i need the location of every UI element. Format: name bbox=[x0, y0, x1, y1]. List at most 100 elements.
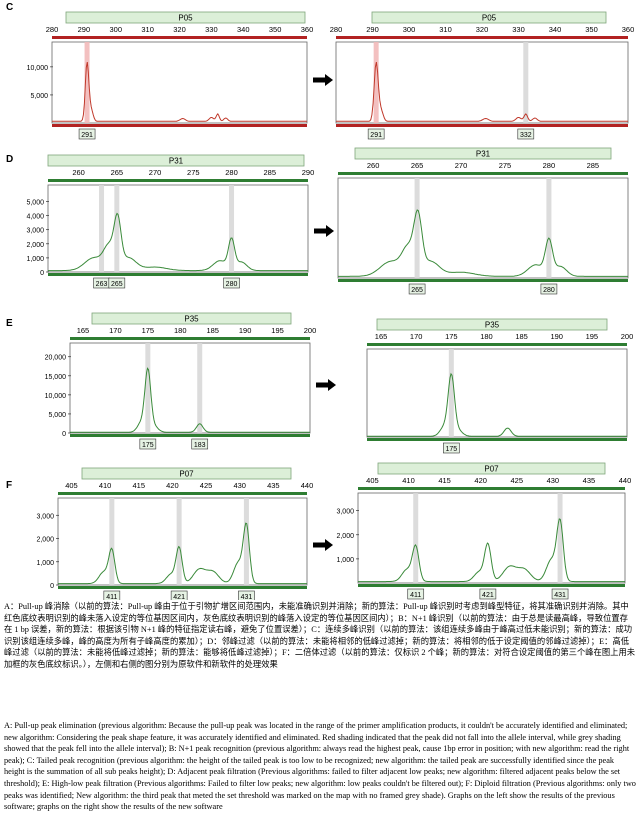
x-tick-label: 290 bbox=[78, 25, 91, 34]
chart-section-d: D P31 260 265 270 275 280 285 290 5,000 4,000 3,000… bbox=[6, 147, 629, 295]
allele-label-box bbox=[443, 442, 460, 454]
arrow-shaft bbox=[313, 77, 325, 83]
marker-header-bar bbox=[65, 11, 306, 24]
allele-bin-grey bbox=[109, 498, 115, 585]
transition-arrow bbox=[313, 539, 333, 551]
caption-english-text: A: Pull-up peak elimination (previous al… bbox=[4, 721, 636, 812]
allele-bin-grey bbox=[448, 349, 454, 437]
bin-strip-top bbox=[336, 36, 628, 39]
bin-strip-bottom bbox=[58, 586, 307, 589]
allele-bin-red bbox=[373, 42, 379, 123]
y-tick-label: 3,000 bbox=[26, 228, 44, 235]
allele-label: 291 bbox=[81, 132, 93, 139]
bin-strip-top bbox=[70, 337, 310, 340]
arrow-shaft bbox=[313, 542, 325, 548]
signal-trace bbox=[48, 212, 308, 272]
marker-name: P05 bbox=[482, 14, 497, 23]
x-tick-label: 275 bbox=[187, 168, 200, 177]
allele-label-box bbox=[551, 588, 569, 600]
x-tick-label: 175 bbox=[142, 326, 155, 335]
x-tick-label: 275 bbox=[499, 161, 512, 170]
x-tick-label: 425 bbox=[510, 476, 523, 485]
x-tick-label: 430 bbox=[233, 481, 246, 490]
allele-label: 265 bbox=[111, 281, 123, 288]
y-tick-label: 0 bbox=[40, 270, 44, 277]
allele-label: 175 bbox=[445, 446, 457, 453]
caption-chinese-text: A：Pull-up 峰消除（以前的算法：Pull-up 峰由于位于引物扩增区间范… bbox=[4, 602, 636, 669]
allele-label: 411 bbox=[106, 594, 117, 600]
x-tick-label: 260 bbox=[367, 161, 380, 170]
arrow-shaft bbox=[316, 382, 328, 388]
x-tick-label: 415 bbox=[438, 476, 451, 485]
x-tick-label: 425 bbox=[200, 481, 213, 490]
bin-strip-top bbox=[52, 36, 307, 39]
arrow-head bbox=[326, 225, 334, 237]
bin-strip-top bbox=[358, 487, 625, 490]
marker-name: P07 bbox=[484, 465, 499, 474]
y-tick-label: 15,000 bbox=[45, 374, 67, 381]
chart-section-f: F P07 405 410 415 420 425 430 435 440 3,000 2,000 1,… bbox=[6, 462, 632, 600]
allele-label-box bbox=[78, 128, 96, 140]
signal-trace bbox=[338, 209, 628, 277]
x-tick-label: 285 bbox=[587, 161, 600, 170]
allele-bin-grey bbox=[414, 178, 420, 278]
section-label: D bbox=[6, 154, 13, 165]
marker-name: P31 bbox=[476, 150, 491, 159]
plot-frame bbox=[47, 184, 309, 273]
marker-name: P35 bbox=[184, 315, 199, 324]
allele-label-box bbox=[103, 590, 121, 600]
allele-label-box bbox=[191, 438, 209, 450]
allele-label-box bbox=[223, 277, 240, 289]
allele-label: 421 bbox=[482, 592, 494, 599]
section-label: C bbox=[6, 2, 13, 13]
x-tick-label: 435 bbox=[583, 476, 596, 485]
bin-strip-top bbox=[58, 492, 307, 495]
marker-header-bar bbox=[376, 318, 608, 331]
x-tick-label: 270 bbox=[149, 168, 162, 177]
x-tick-label: 350 bbox=[269, 25, 282, 34]
allele-label-box bbox=[479, 588, 497, 600]
allele-bin-grey bbox=[99, 185, 105, 272]
x-tick-label: 185 bbox=[515, 332, 528, 341]
marker-header-bar bbox=[377, 462, 606, 475]
x-tick-label: 435 bbox=[267, 481, 280, 490]
allele-label-box bbox=[170, 590, 188, 600]
x-tick-label: 280 bbox=[330, 25, 343, 34]
arrow-head bbox=[325, 539, 333, 551]
allele-label: 263 bbox=[96, 281, 108, 288]
allele-bin-grey bbox=[557, 493, 563, 583]
signal-trace bbox=[367, 372, 627, 437]
transition-arrow bbox=[316, 379, 336, 391]
y-tick-label: 10,000 bbox=[27, 65, 49, 72]
allele-bin-grey bbox=[114, 185, 120, 272]
x-tick-label: 170 bbox=[109, 326, 122, 335]
x-tick-label: 330 bbox=[205, 25, 218, 34]
x-tick-label: 440 bbox=[619, 476, 632, 485]
x-tick-label: 195 bbox=[271, 326, 284, 335]
marker-header-bar bbox=[354, 147, 612, 160]
y-tick-label: 3,000 bbox=[36, 513, 54, 520]
y-tick-label: 5,000 bbox=[48, 412, 66, 419]
y-tick-label: 3,000 bbox=[336, 509, 354, 516]
y-tick-label: 2,000 bbox=[26, 242, 44, 249]
chart-panel-right: P07 405 410 415 420 425 430 435 440 3,000 2,000 1,0… bbox=[336, 462, 632, 600]
chart-section-e: E P35 165 170 175 180 185 190 195 200 20,000 15,000… bbox=[6, 312, 633, 454]
allele-label-box bbox=[238, 590, 255, 600]
x-tick-label: 260 bbox=[72, 168, 85, 177]
marker-name: P35 bbox=[485, 321, 500, 330]
allele-bin-grey bbox=[413, 493, 419, 583]
x-tick-label: 170 bbox=[410, 332, 423, 341]
plot-frame bbox=[366, 348, 628, 438]
x-tick-label: 270 bbox=[455, 161, 468, 170]
bin-strip-bottom bbox=[367, 438, 627, 441]
allele-bin-grey bbox=[243, 498, 249, 585]
signal-trace bbox=[336, 61, 628, 122]
x-tick-label: 330 bbox=[512, 25, 525, 34]
plot-frame bbox=[69, 342, 311, 434]
y-tick-label: 1,000 bbox=[336, 557, 354, 564]
arrow-shaft bbox=[314, 228, 326, 234]
allele-label: 421 bbox=[173, 594, 185, 600]
allele-bin-grey bbox=[523, 42, 529, 123]
marker-name: P05 bbox=[178, 14, 193, 23]
arrow-head bbox=[328, 379, 336, 391]
